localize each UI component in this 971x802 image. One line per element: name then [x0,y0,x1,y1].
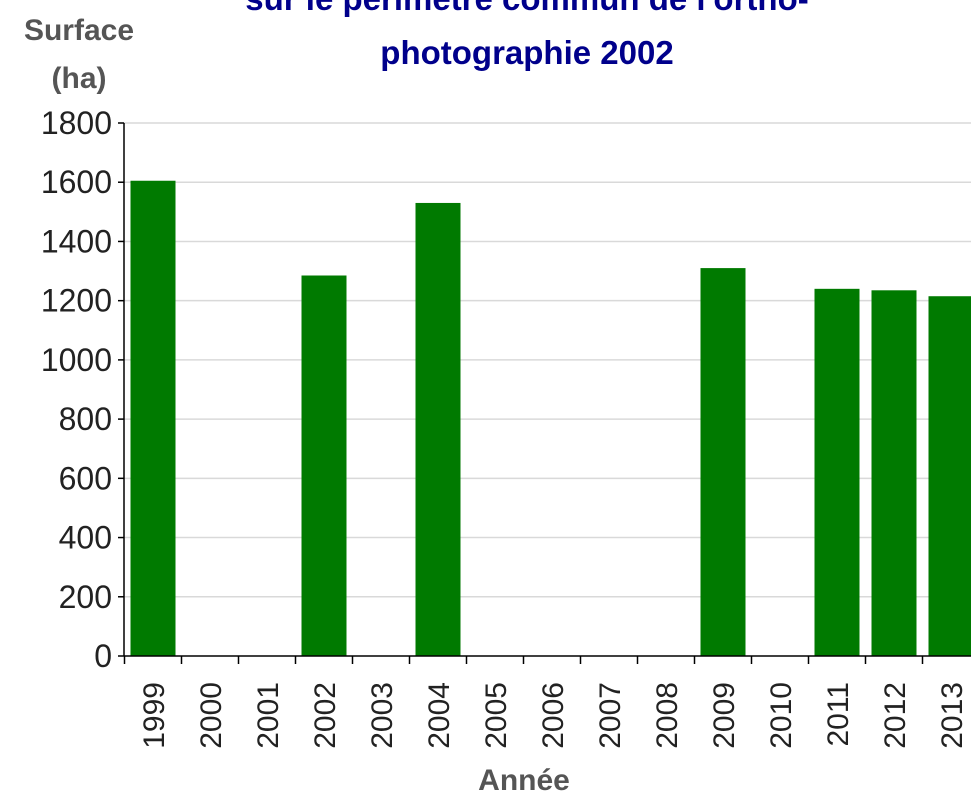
x-tick-label-2013: 2013 [936,682,969,749]
x-tick-label-2000: 2000 [195,682,228,749]
bar-2004 [415,202,461,656]
x-tick-label-2012: 2012 [879,682,912,749]
bar-2011 [814,288,860,656]
y-tick-labels: 0 200 400 600 800 1000 1200 1400 1600 1800 [41,105,112,674]
x-tick-label-2008: 2008 [651,682,684,749]
x-tick-label-2001: 2001 [252,682,285,749]
y-tick-label-1800: 1800 [41,105,112,141]
y-tick-label-1200: 1200 [41,283,112,319]
y-tick-label-1000: 1000 [41,342,112,378]
x-tick-label-2010: 2010 [765,682,798,749]
y-tick-label-0: 0 [94,638,112,674]
x-tick-label-2006: 2006 [537,682,570,749]
x-tick-label-2009: 2009 [708,682,741,749]
chart-title-line-1: sur le périmètre commun de l'ortho- [245,0,808,17]
y-axis-label-line-2: (ha) [52,62,107,95]
y-tick-label-1400: 1400 [41,223,112,259]
chart-title-line-2: photographie 2002 [380,34,673,71]
bar-2002 [301,275,347,656]
y-tick-label-200: 200 [59,579,112,615]
x-tick-label-2004: 2004 [423,682,456,749]
y-tick-label-400: 400 [59,520,112,556]
axes [118,122,971,664]
y-axis-label-line-1: Surface [24,14,134,47]
x-tick-label-2002: 2002 [309,682,342,749]
x-tick-label-2011: 2011 [822,682,855,747]
x-tick-label-1999: 1999 [138,682,171,749]
x-tick-label-2007: 2007 [594,682,627,749]
y-tick-label-800: 800 [59,401,112,437]
bar-2013 [928,296,971,656]
gridlines [124,122,971,598]
y-tick-label-600: 600 [59,460,112,496]
x-tick-label-2005: 2005 [480,682,513,749]
y-tick-label-1600: 1600 [41,164,112,200]
bars [130,180,971,656]
x-tick-labels: 1999 2000 2001 2002 2003 2004 2005 2006 2007 2008… [138,682,969,749]
bar-2009 [700,268,746,656]
bar-2012 [871,290,917,656]
bar-1999 [130,180,176,656]
x-tick-label-2003: 2003 [366,682,399,749]
x-axis-label: Année [478,764,570,797]
